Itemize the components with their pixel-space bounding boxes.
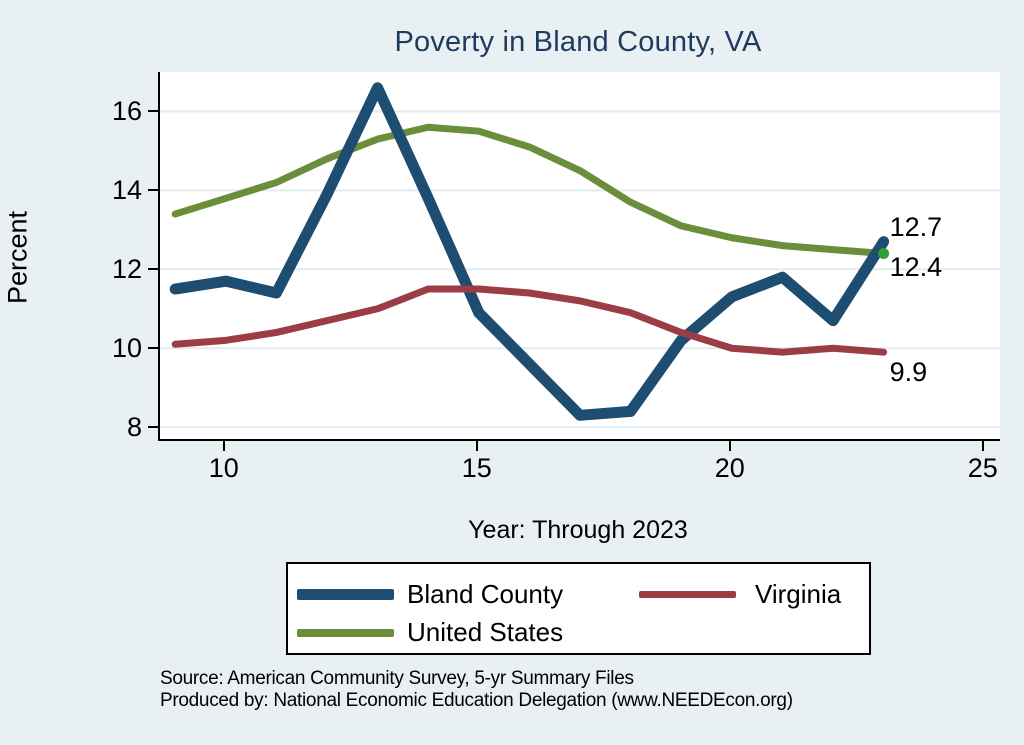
- source-line-2: Produced by: National Economic Education…: [160, 690, 793, 711]
- x-tick-mark: [222, 441, 225, 451]
- series-line-virginia: [171, 285, 888, 356]
- legend-swatch-virginia: [639, 591, 736, 598]
- x-tick-mark: [728, 441, 731, 451]
- end-marker-dot: [878, 248, 890, 260]
- y-tick-mark: [148, 268, 158, 271]
- y-tick-label: 8: [126, 412, 142, 443]
- x-tick-label: 15: [461, 453, 492, 483]
- legend-label-virginia: Virginia: [755, 579, 842, 609]
- x-tick-label: 25: [967, 453, 998, 483]
- x-axis-label: Year: Through 2023: [468, 516, 688, 544]
- series-end-label: 12.7: [889, 211, 943, 242]
- y-tick-mark: [148, 347, 158, 350]
- plot-area: [158, 72, 1000, 441]
- y-tick-label: 16: [111, 96, 142, 127]
- legend-swatch-bland-county: [297, 589, 394, 600]
- legend-label-united-states: United States: [407, 617, 564, 647]
- series-end-label: 9.9: [889, 357, 928, 388]
- y-tick-mark: [148, 426, 158, 429]
- source-note: Source: American Community Survey, 5-yr …: [160, 668, 1000, 712]
- y-tick-mark: [148, 110, 158, 113]
- x-tick-label: 10: [208, 453, 239, 483]
- y-axis-label: Percent: [2, 210, 33, 305]
- x-tick-label: 20: [714, 453, 745, 483]
- series-end-label: 12.4: [889, 251, 943, 282]
- y-tick-mark: [148, 189, 158, 192]
- legend-label-bland-county: Bland County: [407, 579, 564, 609]
- legend-swatch-united-states: [297, 629, 394, 637]
- source-line-1: Source: American Community Survey, 5-yr …: [160, 668, 634, 689]
- y-tick-label: 10: [111, 333, 142, 364]
- chart-title: Poverty in Bland County, VA: [394, 26, 762, 58]
- legend: Bland County Virginia United States: [286, 562, 871, 655]
- y-tick-label: 12: [111, 254, 142, 285]
- series-line-united-states: [171, 123, 888, 258]
- y-tick-label: 14: [111, 175, 142, 206]
- x-tick-mark: [981, 441, 984, 451]
- x-tick-mark: [475, 441, 478, 451]
- chart-svg: [160, 82, 1000, 429]
- series-line-bland-county: [169, 82, 890, 421]
